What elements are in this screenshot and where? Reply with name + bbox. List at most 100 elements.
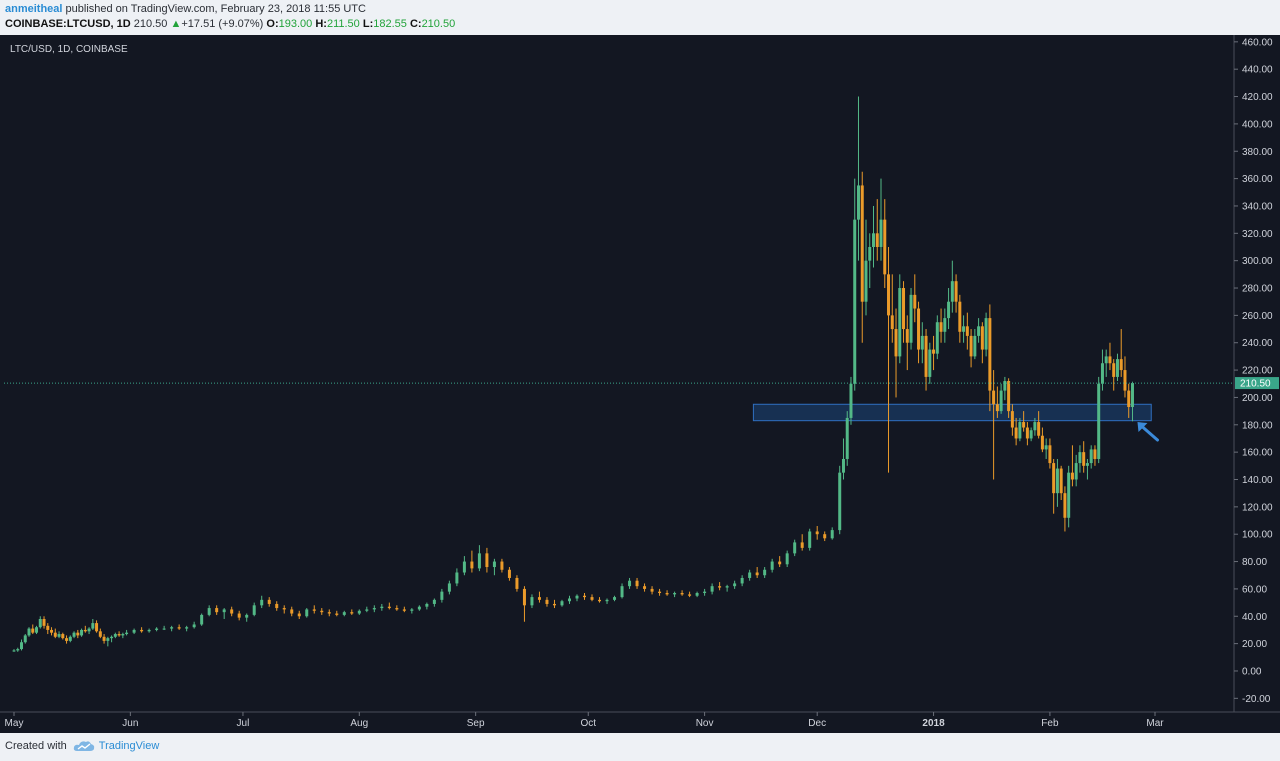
y-tick-label: 200.00 bbox=[1242, 393, 1273, 404]
candle-body bbox=[200, 614, 204, 625]
candle-body bbox=[35, 627, 39, 633]
candle-body bbox=[1070, 472, 1074, 480]
y-tick-label: -20.00 bbox=[1242, 694, 1271, 705]
candle-body bbox=[808, 531, 812, 548]
candle-body bbox=[260, 599, 264, 606]
candle-body bbox=[417, 606, 421, 610]
candle-body bbox=[530, 597, 534, 606]
candle-body bbox=[395, 608, 399, 610]
candle-body bbox=[962, 326, 966, 332]
candle-body bbox=[91, 623, 95, 629]
candle-body bbox=[763, 569, 767, 576]
low-label: L: bbox=[362, 18, 374, 30]
candle-body bbox=[1010, 411, 1014, 428]
candle-body bbox=[917, 308, 921, 350]
candle-body bbox=[402, 609, 406, 611]
candle-body bbox=[462, 561, 466, 573]
candle-body bbox=[890, 315, 894, 330]
candle-body bbox=[924, 335, 928, 377]
candle-body bbox=[290, 609, 294, 614]
annotation-arrow-head bbox=[1137, 422, 1148, 433]
candle-body bbox=[440, 591, 444, 600]
candle-body bbox=[1115, 359, 1119, 377]
candle-body bbox=[868, 246, 872, 261]
candle-body bbox=[327, 612, 331, 614]
author-link[interactable]: anmeitheal bbox=[5, 3, 63, 15]
candle-body bbox=[939, 322, 943, 332]
candle-body bbox=[909, 294, 913, 343]
chart-area[interactable]: LTC/USD, 1D, COINBASE -20.00 0.00 20.00 40.0… bbox=[0, 35, 1280, 733]
symbol-label: COINBASE:LTCUSD, 1D bbox=[5, 18, 131, 30]
candle-body bbox=[958, 301, 962, 332]
y-tick-label: 0.00 bbox=[1242, 666, 1262, 677]
candle-body bbox=[567, 598, 571, 602]
candle-body bbox=[46, 625, 50, 630]
candle-body bbox=[1119, 359, 1123, 371]
candle-body bbox=[898, 288, 902, 357]
y-tick-label: 140.00 bbox=[1242, 475, 1273, 486]
candle-body bbox=[1127, 390, 1131, 408]
candle-body bbox=[267, 599, 271, 604]
candle-body bbox=[335, 613, 339, 615]
candle-body bbox=[485, 553, 489, 568]
candle-body bbox=[680, 593, 684, 595]
candle-body bbox=[932, 349, 936, 354]
candle-body bbox=[778, 561, 782, 565]
candle-body bbox=[357, 610, 361, 614]
candle-body bbox=[703, 591, 707, 594]
x-tick-label: May bbox=[5, 718, 24, 729]
published-text: published on TradingView.com, February 2… bbox=[65, 3, 366, 15]
y-tick-label: 380.00 bbox=[1242, 147, 1273, 158]
candle-body bbox=[590, 597, 594, 600]
candle-body bbox=[883, 219, 887, 275]
candle-body bbox=[947, 301, 951, 319]
x-tick-label: Sep bbox=[467, 718, 485, 729]
candle-body bbox=[1018, 422, 1022, 439]
candle-body bbox=[12, 650, 16, 652]
candle-body bbox=[65, 638, 69, 641]
candle-body bbox=[447, 583, 451, 592]
candle-body bbox=[507, 569, 511, 578]
candle-body bbox=[230, 609, 234, 614]
candle-body bbox=[537, 597, 541, 600]
candle-body bbox=[977, 326, 981, 336]
candle-body bbox=[477, 553, 481, 569]
candle-body bbox=[969, 335, 973, 357]
candle-body bbox=[793, 542, 797, 554]
chart-header: anmeitheal published on TradingView.com,… bbox=[5, 2, 1275, 34]
y-tick-label: 460.00 bbox=[1242, 37, 1273, 48]
candle-body bbox=[823, 534, 827, 539]
y-tick-label: 220.00 bbox=[1242, 366, 1273, 377]
candle-body bbox=[98, 631, 102, 637]
tradingview-link[interactable]: TradingView bbox=[73, 740, 160, 752]
candle-body bbox=[688, 594, 692, 596]
candle-body bbox=[350, 612, 354, 614]
candle-body bbox=[853, 219, 857, 384]
candle-body bbox=[1112, 363, 1116, 377]
candle-body bbox=[305, 609, 309, 617]
candle-body bbox=[894, 329, 898, 357]
candle-body bbox=[650, 588, 654, 592]
annotation-arrow bbox=[1139, 424, 1159, 442]
candle-body bbox=[1093, 449, 1097, 459]
candle-body bbox=[1022, 422, 1026, 428]
candle-body bbox=[856, 185, 860, 220]
y-tick-label: 240.00 bbox=[1242, 338, 1273, 349]
candle-body bbox=[31, 628, 35, 633]
candle-body bbox=[87, 628, 91, 632]
candle-body bbox=[613, 597, 617, 600]
y-tick-label: 20.00 bbox=[1242, 639, 1267, 650]
open-label: O: bbox=[266, 18, 279, 30]
tradingview-brand: TradingView bbox=[98, 740, 160, 752]
candle-body bbox=[658, 591, 662, 594]
candle-body bbox=[372, 608, 376, 610]
candle-body bbox=[432, 599, 436, 604]
candle-body bbox=[864, 260, 868, 302]
candle-body bbox=[215, 608, 219, 613]
y-tick-label: 280.00 bbox=[1242, 284, 1273, 295]
x-tick-label: Mar bbox=[1146, 718, 1164, 729]
candle-body bbox=[177, 627, 181, 629]
candle-body bbox=[920, 335, 924, 350]
candlestick-chart[interactable]: LTC/USD, 1D, COINBASE -20.00 0.00 20.00 40.0… bbox=[0, 35, 1280, 733]
candle-body bbox=[410, 609, 414, 611]
